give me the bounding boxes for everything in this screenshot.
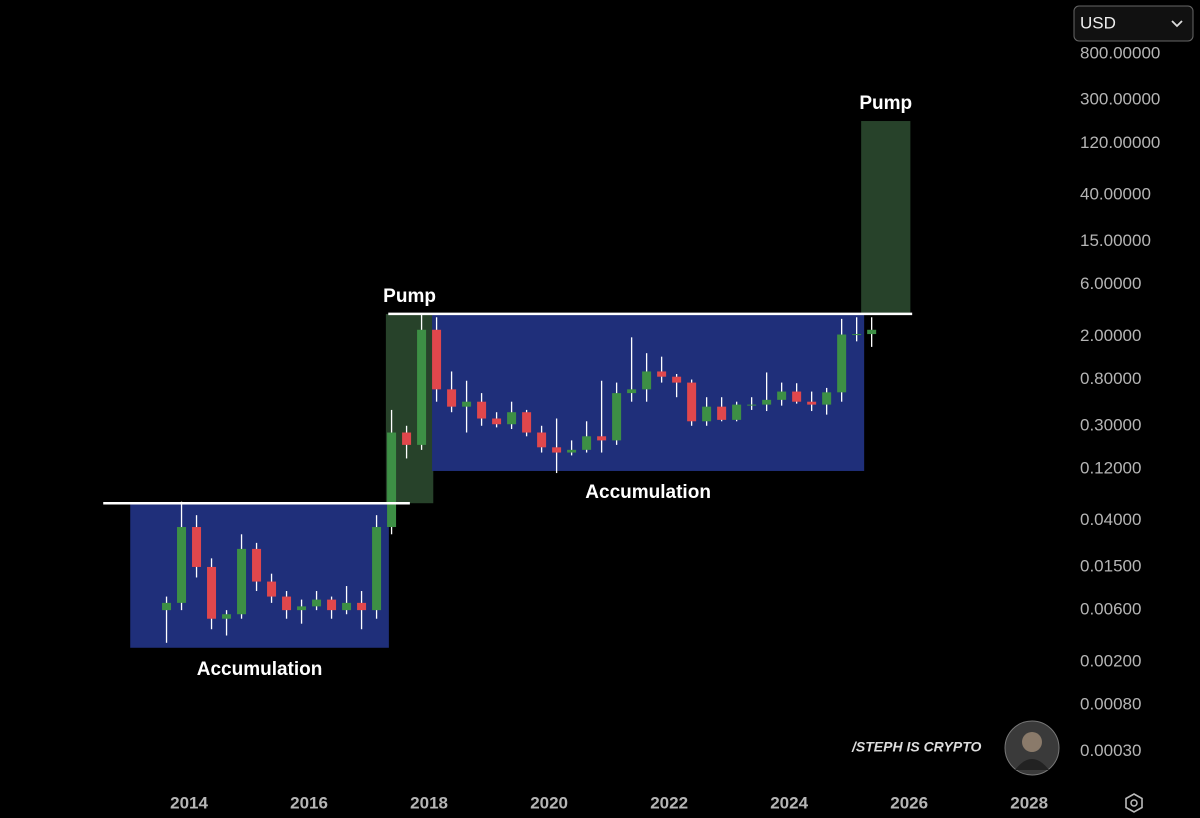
zone [432,313,865,471]
candle-body [792,391,802,402]
x-tick-label: 2014 [170,793,208,812]
settings-icon-center[interactable] [1130,799,1138,807]
candle-body [552,447,562,453]
y-tick-label: 300.00000 [1080,90,1160,109]
select-value[interactable]: USD [1080,13,1116,32]
settings-icon[interactable] [1125,793,1143,813]
currency-select[interactable]: USD [1073,5,1194,42]
y-tick-label: 0.30000 [1080,415,1141,434]
candle-body [222,614,232,619]
candle-body [477,401,487,419]
avatar-body [1015,759,1049,770]
candle-body [312,599,322,607]
candle-body [372,527,382,611]
candle-body [642,371,652,390]
x-tick-label: 2020 [530,793,568,812]
zone-label: Pump [383,286,436,307]
candle-body [402,432,412,445]
select-box[interactable] [1073,5,1194,42]
x-tick-label: 2022 [650,793,688,812]
y-tick-label: 0.80000 [1080,369,1141,388]
x-tick-label: 2026 [890,793,928,812]
candle-body [717,406,727,420]
candle-body [747,404,757,406]
candle-body [537,432,547,448]
y-tick-label: 0.00080 [1080,695,1141,714]
y-tick-label: 0.00600 [1080,600,1141,619]
candle-body [492,418,502,425]
candle-body [522,412,532,433]
candle-body [282,596,292,611]
candle-body [777,391,787,400]
candle-body [417,329,427,445]
candle-body [807,401,817,405]
candle-body [267,581,277,597]
avatar-head [1022,732,1042,752]
candle-body [447,389,457,407]
watermark: /STEPH IS CRYPTO [851,739,982,755]
candle-body [822,392,832,405]
candle-body [732,404,742,420]
y-tick-label: 800.00000 [1080,44,1160,63]
y-tick-label: 0.01500 [1080,556,1141,575]
candle-body [162,602,172,611]
candle-body [852,334,862,336]
y-tick-label: 15.00000 [1080,231,1151,250]
candle-body [192,527,202,567]
zone [861,121,911,314]
y-tick-label: 2.00000 [1080,326,1141,345]
select-caret[interactable] [1171,20,1183,28]
zone-label: Pump [859,93,912,114]
candle-body [867,329,877,335]
x-tick-label: 2016 [290,793,328,812]
candle-body [567,449,577,453]
y-tick-label: 6.00000 [1080,274,1141,293]
candle-body [297,606,307,611]
candle-body [462,401,472,407]
y-tick-label: 0.12000 [1080,458,1141,477]
candle-body [762,399,772,405]
y-tick-label: 0.04000 [1080,510,1141,529]
candle-body [702,406,712,422]
candle-body [177,527,187,603]
x-tick-label: 2028 [1010,793,1048,812]
y-tick-label: 0.00030 [1080,741,1141,760]
candle-body [342,602,352,611]
candle-body [582,436,592,450]
candle-body [387,432,397,528]
x-tick-label: 2024 [770,793,808,812]
x-tick-label: 2018 [410,793,448,812]
candle-body [207,566,217,619]
avatar [1004,720,1060,776]
candle-body [837,334,847,393]
zone-label: Accumulation [585,482,711,503]
candle-body [507,412,517,425]
y-tick-label: 120.00000 [1080,133,1160,152]
candle-body [627,389,637,394]
candle-body [657,371,667,377]
y-tick-label: 40.00000 [1080,185,1151,204]
candle-body [672,376,682,383]
candle-body [432,329,442,390]
candle-body [327,599,337,611]
candle-body [357,602,367,611]
zone-label: Accumulation [197,659,323,680]
candle-body [687,382,697,422]
y-tick-label: 0.00200 [1080,651,1141,670]
candle-body [597,436,607,441]
candle-body [237,548,247,615]
candle-body [612,393,622,441]
candle-body [252,548,262,582]
